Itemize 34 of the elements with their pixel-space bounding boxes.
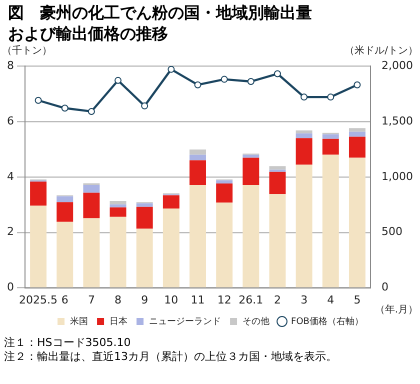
text: 注２：輸出量は、直近13カ月（累計）の上位３カ国・地域を表示。 [4, 350, 338, 364]
legend-label: その他 [242, 316, 270, 327]
chart-title: 図 豪州の化工でん粉の国・地域別輸出量および輸出価格の推移 [8, 2, 313, 44]
y2-tick-label: 2,000 [382, 58, 414, 72]
y-tick-label: 4 [7, 170, 14, 183]
x-tick-label: 2 [274, 293, 281, 306]
x-tick-label: 5 [354, 293, 361, 306]
x-tick-label: 12 [217, 293, 232, 306]
y-tick-label: 8 [7, 58, 14, 72]
x-tick-label: 2025.5 [19, 293, 58, 306]
legend-label: FOB価格（右軸） [291, 316, 364, 327]
y-tick-label: 6 [7, 114, 14, 128]
x-tick-label: 10 [164, 293, 178, 306]
x-tick-label: 8 [114, 293, 122, 306]
y2-axis-title: （米ドル/トン） [344, 44, 418, 57]
y-axis-title: （千トン） [2, 44, 52, 57]
x-tick-label: 4 [327, 293, 334, 306]
legend-label: ニュージーランド [149, 316, 222, 327]
text: 注１：HSコード3505.10 [4, 336, 132, 350]
x-tick-label: 7 [88, 293, 95, 306]
y2-tick-label: 0 [382, 280, 389, 294]
y2-tick-label: 1,500 [382, 114, 414, 128]
x-tick-label: 9 [141, 293, 148, 306]
legend-label: 日本 [110, 316, 128, 327]
y2-tick-label: 1,000 [382, 170, 414, 183]
x-tick-label: 26.1 [238, 293, 264, 306]
x-tick-label: 6 [61, 293, 68, 306]
legend-label: 米国 [70, 316, 88, 327]
x-tick-label: 3 [300, 293, 308, 306]
y2-tick-label: 500 [382, 225, 403, 238]
x-axis-title: （年.月） [374, 304, 418, 316]
y-tick-label: 2 [7, 225, 14, 238]
y-tick-label: 0 [7, 280, 14, 294]
x-tick-label: 11 [190, 293, 205, 306]
